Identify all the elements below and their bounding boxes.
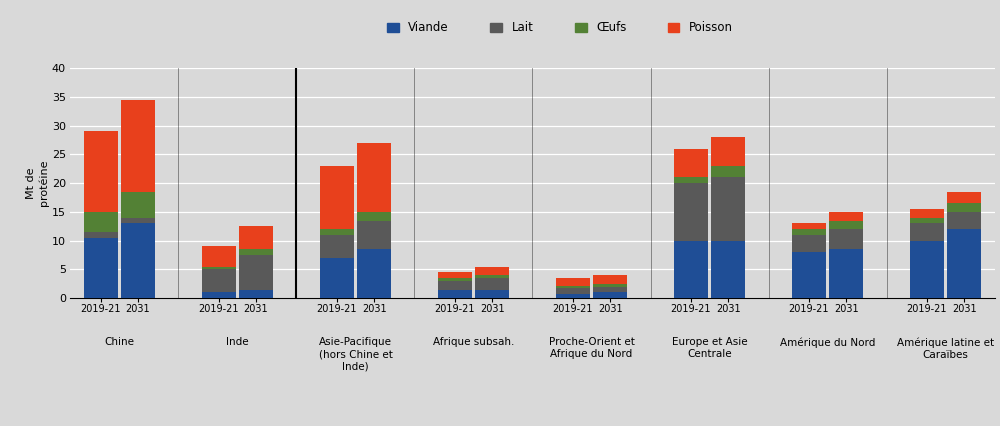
Bar xyxy=(202,246,236,267)
Bar xyxy=(438,278,472,281)
Bar xyxy=(239,255,273,290)
Text: Asie-Pacifique
(hors Chine et
Inde): Asie-Pacifique (hors Chine et Inde) xyxy=(319,337,392,372)
Text: Europe et Asie
Centrale: Europe et Asie Centrale xyxy=(672,337,747,360)
Bar xyxy=(475,290,509,298)
Bar xyxy=(84,212,118,232)
Bar xyxy=(475,267,509,275)
Bar xyxy=(829,212,863,221)
Bar xyxy=(357,221,391,249)
Bar xyxy=(84,232,118,238)
Bar xyxy=(593,287,627,293)
Bar xyxy=(320,258,354,298)
Text: Proche-Orient et
Afrique du Nord: Proche-Orient et Afrique du Nord xyxy=(549,337,634,360)
Bar xyxy=(438,290,472,298)
Bar xyxy=(239,249,273,255)
Bar xyxy=(475,275,509,278)
Bar xyxy=(475,278,509,290)
Bar xyxy=(320,166,354,229)
Bar xyxy=(357,143,391,212)
Bar xyxy=(320,235,354,258)
Bar xyxy=(121,218,155,223)
Bar xyxy=(357,249,391,298)
Bar xyxy=(674,177,708,183)
Bar xyxy=(593,293,627,298)
Bar xyxy=(792,229,826,235)
Bar xyxy=(829,221,863,229)
Legend: Viande, Lait, Œufs, Poisson: Viande, Lait, Œufs, Poisson xyxy=(382,17,738,39)
Bar xyxy=(84,238,118,298)
Bar xyxy=(202,270,236,293)
Bar xyxy=(556,285,590,288)
Bar xyxy=(910,209,944,218)
Bar xyxy=(910,223,944,241)
Y-axis label: Mt de
protéine: Mt de protéine xyxy=(26,160,49,207)
Bar xyxy=(202,293,236,298)
Bar xyxy=(711,178,745,241)
Bar xyxy=(792,235,826,252)
Bar xyxy=(320,229,354,235)
Bar xyxy=(556,294,590,298)
Bar xyxy=(121,100,155,192)
Bar xyxy=(357,212,391,221)
Text: Chine: Chine xyxy=(104,337,134,347)
Bar xyxy=(202,267,236,270)
Bar xyxy=(711,166,745,177)
Bar xyxy=(239,226,273,249)
Bar xyxy=(947,192,981,203)
Bar xyxy=(438,281,472,290)
Bar xyxy=(711,241,745,298)
Bar xyxy=(910,241,944,298)
Bar xyxy=(711,137,745,166)
Bar xyxy=(556,288,590,294)
Bar xyxy=(438,272,472,278)
Bar xyxy=(593,284,627,287)
Bar xyxy=(593,275,627,284)
Bar xyxy=(792,252,826,298)
Bar xyxy=(121,192,155,218)
Bar xyxy=(674,183,708,241)
Bar xyxy=(674,241,708,298)
Text: Afrique subsah.: Afrique subsah. xyxy=(433,337,514,347)
Bar xyxy=(121,223,155,298)
Bar xyxy=(910,218,944,223)
Bar xyxy=(239,290,273,298)
Bar xyxy=(556,278,590,285)
Text: Inde: Inde xyxy=(226,337,249,347)
Bar xyxy=(84,131,118,212)
Bar xyxy=(947,229,981,298)
Bar xyxy=(829,249,863,298)
Text: Amérique du Nord: Amérique du Nord xyxy=(780,337,875,348)
Bar xyxy=(792,223,826,229)
Bar xyxy=(947,203,981,212)
Text: Amérique latine et
Caraïbes: Amérique latine et Caraïbes xyxy=(897,337,994,360)
Bar xyxy=(674,149,708,177)
Bar xyxy=(829,229,863,249)
Bar xyxy=(947,212,981,229)
